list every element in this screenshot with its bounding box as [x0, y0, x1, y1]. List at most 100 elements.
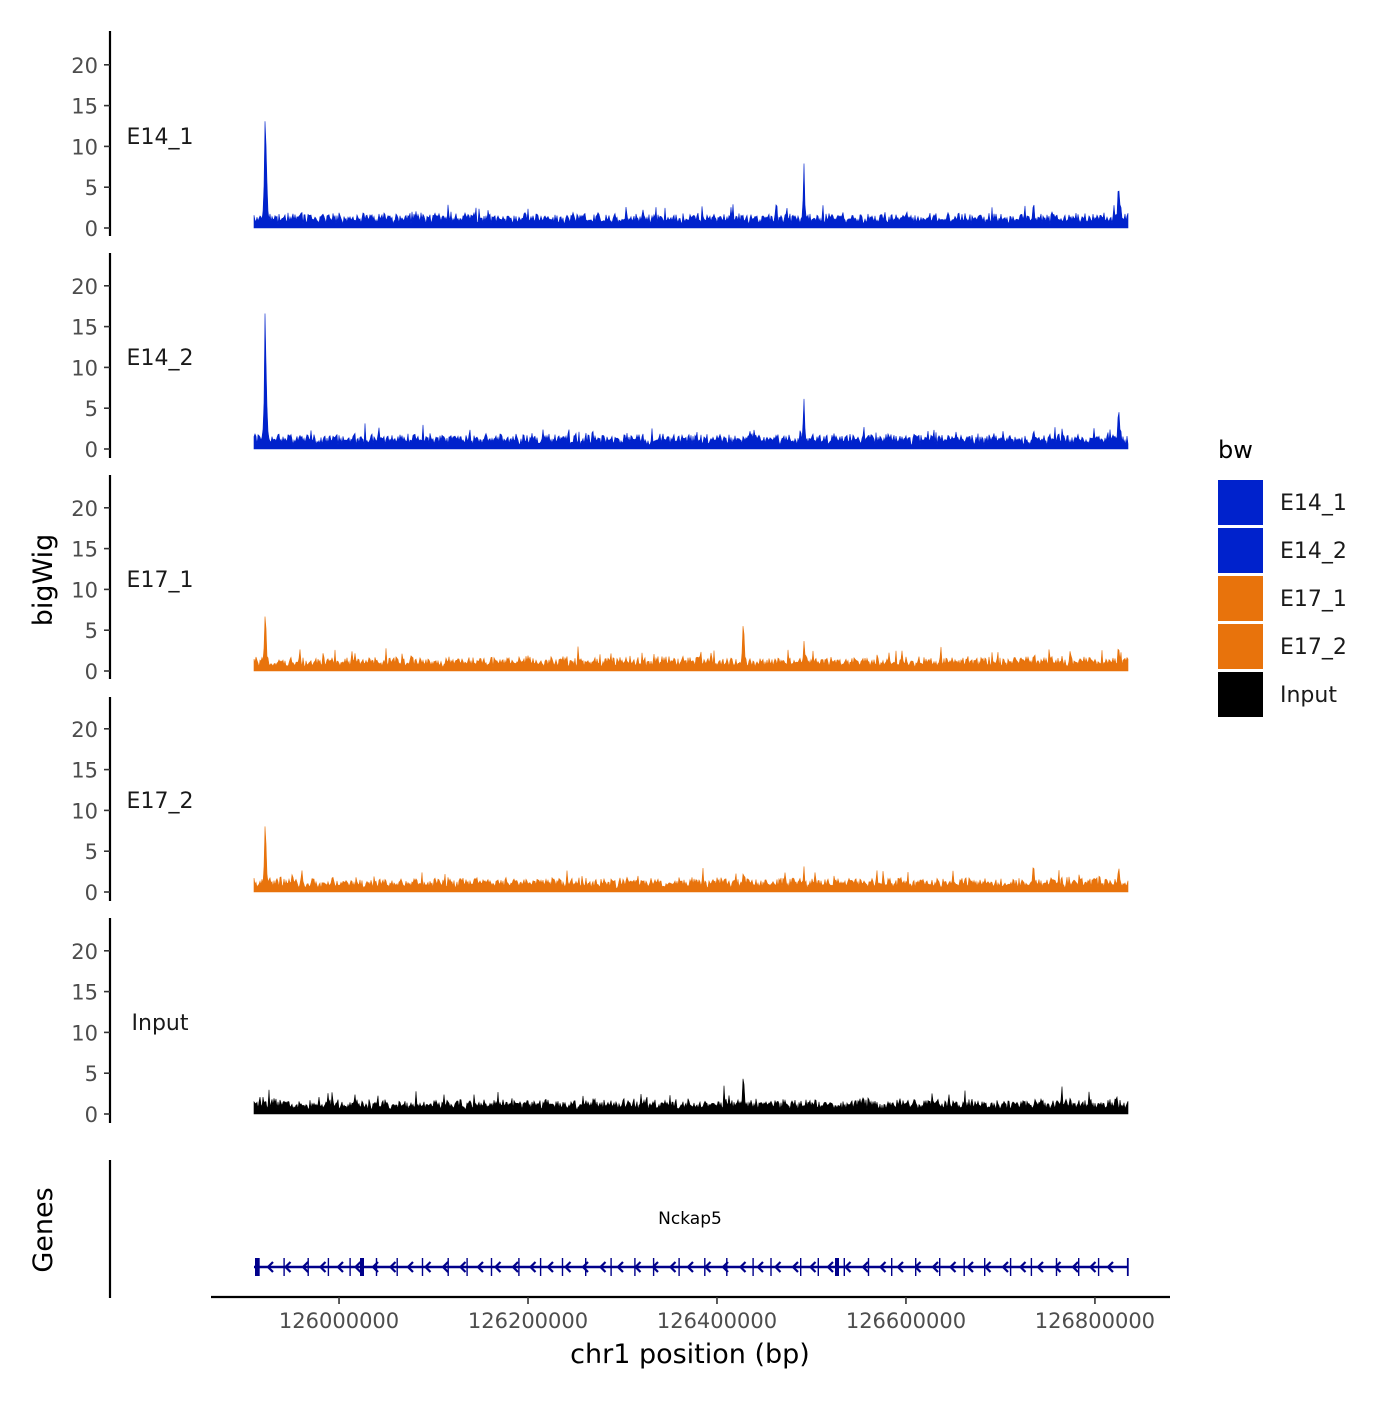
strand-arrow: [1036, 1261, 1044, 1273]
gene-exon: [307, 1258, 309, 1276]
strand-arrow: [581, 1261, 589, 1273]
strand-arrow: [913, 1261, 922, 1273]
y-tick-label: 10: [71, 799, 98, 823]
x-tick-label: 126400000: [657, 1309, 777, 1333]
strand-arrow: [353, 1261, 362, 1273]
strand-arrow: [441, 1261, 449, 1273]
gene-name-label: Nckap5: [658, 1209, 722, 1229]
strand-arrow: [336, 1261, 344, 1273]
strand-arrow: [738, 1261, 747, 1273]
y-tick-label: 20: [71, 54, 98, 78]
strand-arrow: [896, 1261, 904, 1273]
legend-key-E14_2: [1218, 528, 1263, 573]
strand-arrow: [668, 1261, 677, 1273]
strand-arrow: [318, 1261, 327, 1273]
y-tick-label: 5: [85, 840, 98, 864]
gene-exon: [466, 1258, 468, 1276]
strand-arrow: [966, 1261, 974, 1273]
bigwig-tracks: 05101520E14_105101520E14_205101520E17_10…: [71, 31, 1129, 1127]
y-tick-label: 20: [71, 718, 98, 742]
strand-arrow: [686, 1261, 694, 1273]
strand-arrow: [458, 1261, 467, 1273]
track-label: E17_1: [127, 568, 194, 593]
gene-exon: [518, 1258, 520, 1276]
y-tick-label: 0: [85, 881, 98, 905]
strand-arrow: [563, 1261, 572, 1273]
x-tick-label: 126000000: [279, 1309, 399, 1333]
strand-arrow: [301, 1261, 309, 1273]
gene-exon: [585, 1258, 587, 1276]
legend-key-E17_2: [1218, 624, 1263, 669]
gene-exon: [678, 1258, 680, 1276]
strand-arrow: [1018, 1261, 1027, 1273]
gene-exon: [327, 1258, 330, 1276]
gene-exon: [1078, 1258, 1080, 1276]
gene-exon: [610, 1258, 612, 1276]
y-tick-label: 10: [71, 135, 98, 159]
strand-arrow: [511, 1261, 519, 1273]
gene-exon: [752, 1258, 754, 1276]
strand-arrow: [1088, 1261, 1097, 1273]
gene-exon: [867, 1258, 870, 1276]
genes-track: Nckap5: [108, 1160, 1129, 1298]
gene-exon: [800, 1258, 802, 1276]
coverage-area-E14_1: [253, 121, 1129, 229]
gene-exon: [1009, 1258, 1012, 1276]
strand-arrow: [598, 1261, 607, 1273]
legend-key-E14_1: [1218, 480, 1263, 525]
track-label: Input: [132, 1011, 189, 1036]
y-tick-label: 5: [85, 176, 98, 200]
strand-arrow: [1106, 1261, 1114, 1273]
gene-exon: [561, 1258, 564, 1276]
y-tick-label: 0: [85, 660, 98, 684]
strand-arrow: [983, 1261, 992, 1273]
strand-arrow: [808, 1261, 817, 1273]
track-label: E17_2: [127, 789, 194, 814]
gene-exon: [375, 1258, 378, 1276]
y-tick-label: 15: [71, 316, 98, 340]
legend-key-E17_1: [1218, 576, 1263, 621]
coverage-area-E17_2: [253, 826, 1129, 893]
strand-arrow: [616, 1261, 624, 1273]
y-tick-label: 15: [71, 981, 98, 1005]
strand-arrow: [1001, 1261, 1009, 1273]
legend-title: bw: [1218, 436, 1253, 464]
y-tick-label: 20: [71, 497, 98, 521]
strand-arrow: [931, 1261, 939, 1273]
genes-axis-title: Genes: [28, 1187, 59, 1272]
strand-arrow: [266, 1261, 274, 1273]
strand-arrow: [423, 1261, 432, 1273]
strand-arrow: [721, 1261, 729, 1273]
gene-exon: [447, 1258, 449, 1276]
strand-arrow: [878, 1261, 887, 1273]
y-tick-label: 10: [71, 356, 98, 380]
legend: bw E14_1 E14_2 E17_1 E17_2 Input: [1218, 436, 1347, 717]
x-tick-label: 126600000: [846, 1309, 966, 1333]
strand-arrow: [948, 1261, 957, 1273]
strand-arrow: [546, 1261, 554, 1273]
legend-label: Input: [1280, 683, 1337, 708]
strand-arrow: [493, 1261, 502, 1273]
strand-arrow: [406, 1261, 414, 1273]
gene-exon-wide: [255, 1258, 259, 1276]
x-tick-label: 126800000: [1035, 1309, 1155, 1333]
track-E14_2: 0 5 10 15 20 E14_2: [71, 253, 1129, 462]
coverage-area-Input: [253, 1078, 1129, 1115]
strand-arrow: [388, 1261, 397, 1273]
gene-exon: [490, 1258, 493, 1276]
strand-arrow: [773, 1261, 782, 1273]
legend-label: E17_1: [1280, 587, 1347, 612]
y-tick-label: 5: [85, 619, 98, 643]
y-tick-label: 0: [85, 217, 98, 241]
gene-exon: [891, 1258, 893, 1276]
strand-arrow: [843, 1261, 852, 1273]
y-tick-label: 15: [71, 538, 98, 562]
x-axis-title: chr1 position (bp): [570, 1339, 810, 1370]
track-E17_2: 0 5 10 15 20 E17_2: [71, 697, 1129, 905]
track-E17_1: 0 5 10 15 20 E17_1: [71, 475, 1129, 684]
strand-arrow: [1053, 1261, 1062, 1273]
gene-exon-wide: [360, 1258, 364, 1276]
y-tick-label: 15: [71, 759, 98, 783]
legend-key-Input: [1218, 672, 1263, 717]
